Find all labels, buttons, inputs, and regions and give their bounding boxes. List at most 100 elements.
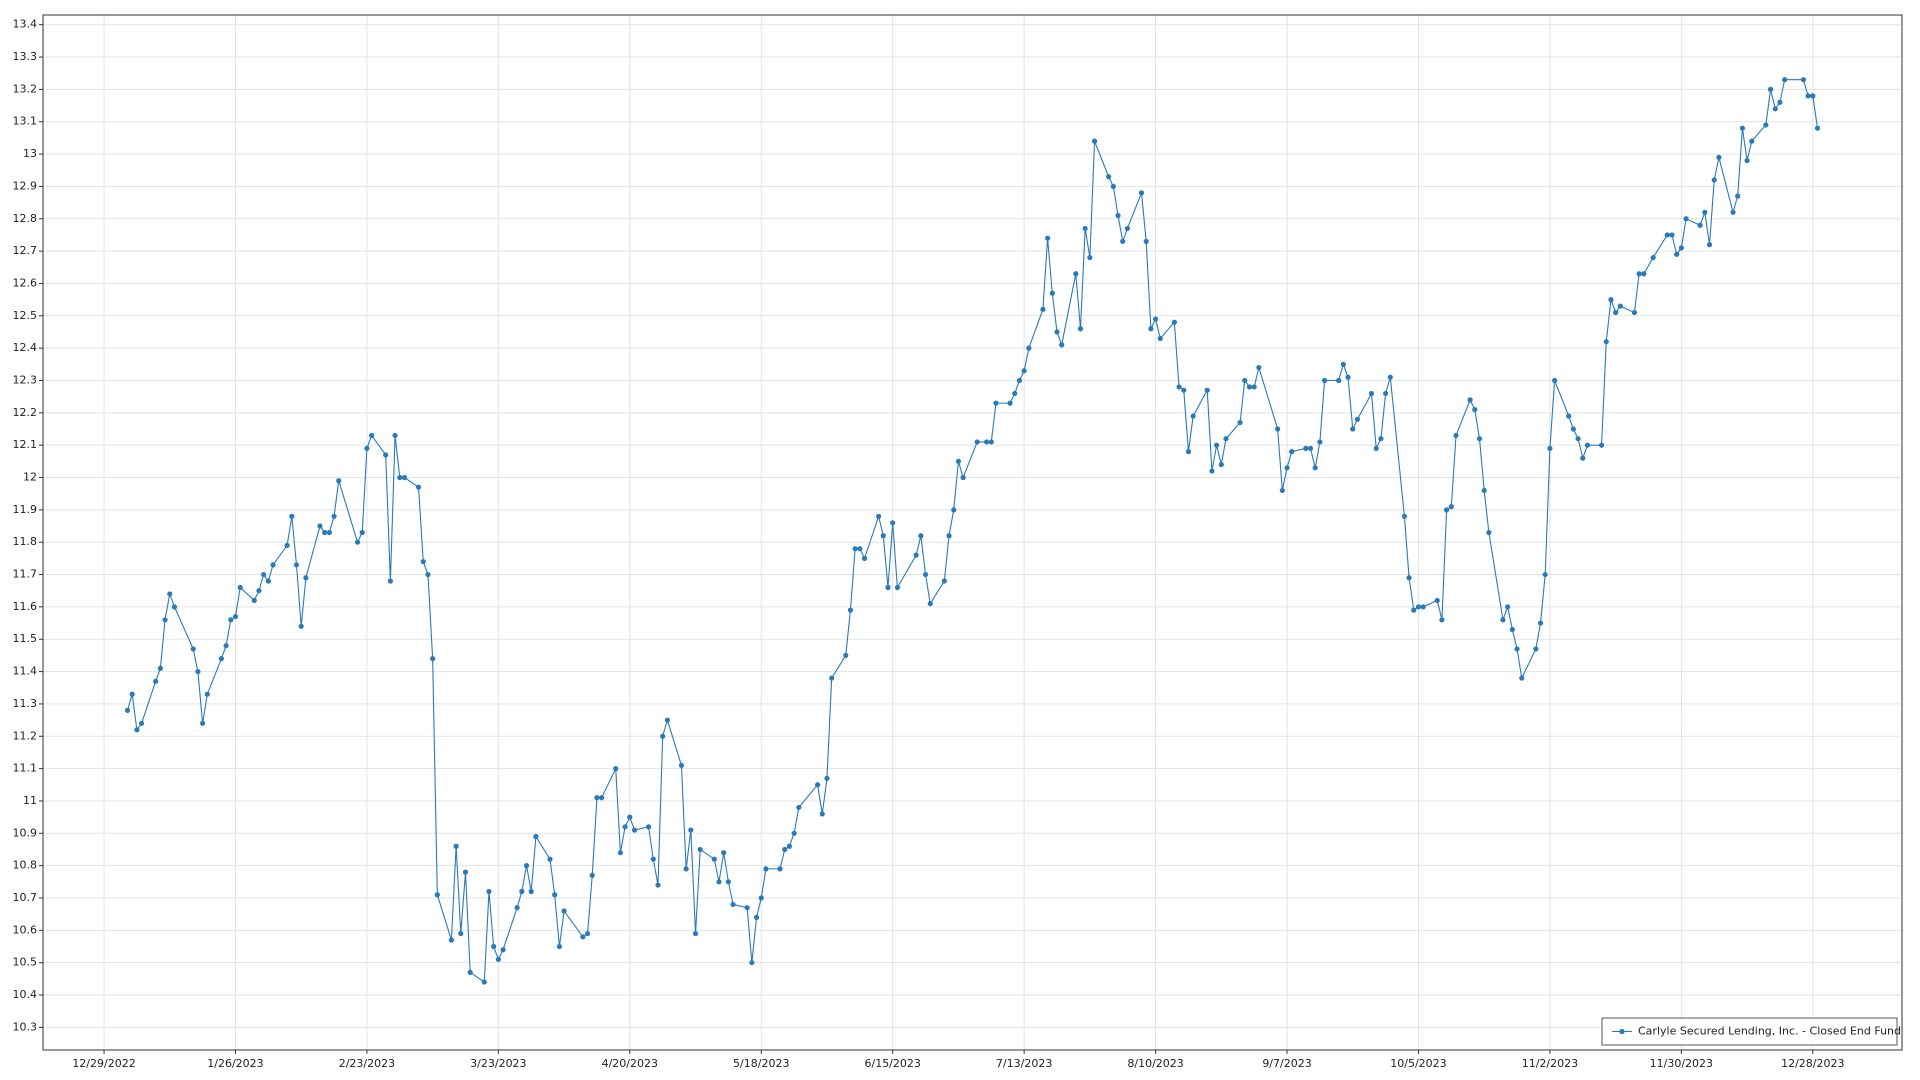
point — [584, 930, 591, 937]
point — [134, 727, 140, 733]
point — [519, 888, 525, 895]
point — [552, 892, 558, 898]
point — [711, 856, 717, 862]
point — [1744, 157, 1750, 164]
point — [955, 458, 962, 464]
point — [829, 675, 835, 681]
point — [627, 814, 633, 820]
point — [251, 597, 257, 604]
point — [533, 833, 539, 840]
point — [401, 474, 408, 481]
point — [1514, 646, 1520, 652]
point — [331, 513, 337, 519]
point — [1171, 319, 1177, 325]
point — [420, 559, 426, 565]
y-tick-label: 10.4 — [13, 988, 38, 1001]
point — [946, 533, 952, 539]
point — [397, 474, 403, 481]
point — [556, 943, 562, 950]
point — [1124, 225, 1131, 232]
point — [1434, 597, 1440, 604]
x-tick-label: 7/13/2023 — [996, 1057, 1052, 1070]
point — [622, 824, 628, 830]
point — [1204, 387, 1210, 393]
point — [1509, 626, 1515, 633]
point — [256, 588, 262, 594]
x-tick-label: 9/7/2023 — [1262, 1057, 1311, 1070]
point — [491, 943, 497, 950]
point — [1354, 416, 1361, 422]
x-tick-label: 5/18/2023 — [733, 1057, 789, 1070]
point — [716, 879, 722, 885]
point — [988, 439, 994, 445]
point — [284, 542, 290, 549]
point — [941, 578, 947, 584]
point — [1336, 377, 1342, 384]
point — [354, 539, 361, 545]
x-tick-label: 2/23/2023 — [339, 1057, 395, 1070]
point — [974, 439, 980, 445]
point — [1007, 400, 1013, 406]
point — [1617, 303, 1623, 309]
point — [1444, 507, 1450, 513]
point — [993, 400, 999, 406]
point — [561, 908, 567, 914]
point — [1185, 449, 1192, 455]
y-tick-label: 11.6 — [13, 600, 38, 613]
point — [1054, 329, 1060, 335]
x-tick-label: 8/10/2023 — [1127, 1057, 1183, 1070]
point — [861, 555, 868, 561]
point — [1223, 436, 1229, 442]
point — [1251, 384, 1257, 390]
y-tick-label: 13 — [23, 147, 37, 160]
point — [200, 720, 206, 726]
point — [1716, 154, 1722, 160]
y-tick-label: 11.3 — [13, 697, 38, 710]
point — [1706, 242, 1713, 248]
point — [1378, 436, 1384, 442]
point — [814, 782, 821, 788]
point — [1702, 209, 1708, 215]
point — [1739, 125, 1745, 131]
y-tick-label: 10.3 — [13, 1020, 38, 1033]
point — [885, 584, 891, 591]
point — [1106, 174, 1112, 180]
y-tick-label: 12.6 — [13, 276, 38, 289]
point — [1486, 529, 1492, 536]
point — [753, 914, 760, 920]
x-tick-label: 11/30/2023 — [1650, 1057, 1713, 1070]
point — [631, 827, 638, 833]
point — [749, 960, 755, 966]
point — [1012, 390, 1018, 397]
point — [1697, 222, 1703, 228]
point — [1026, 345, 1032, 351]
point — [1763, 122, 1769, 128]
y-tick-label: 13.1 — [13, 115, 38, 128]
point — [1505, 604, 1511, 610]
point — [782, 846, 788, 853]
x-tick-label: 12/28/2023 — [1781, 1057, 1844, 1070]
point — [1401, 513, 1407, 519]
point — [1598, 442, 1605, 448]
point — [171, 604, 178, 610]
point — [1805, 93, 1811, 99]
point — [547, 856, 553, 862]
point — [1613, 309, 1619, 316]
point — [369, 432, 375, 439]
point — [1411, 607, 1417, 613]
point — [453, 843, 459, 849]
point — [697, 846, 703, 853]
point — [1566, 413, 1572, 419]
point — [467, 969, 473, 975]
point — [1575, 436, 1581, 442]
point — [1040, 306, 1046, 312]
point — [692, 930, 699, 937]
point — [660, 733, 666, 739]
point — [880, 533, 886, 539]
point — [1157, 335, 1163, 342]
x-tick-label: 12/29/2022 — [72, 1057, 135, 1070]
point — [1087, 254, 1093, 261]
point — [1049, 290, 1055, 296]
point — [1678, 245, 1684, 251]
